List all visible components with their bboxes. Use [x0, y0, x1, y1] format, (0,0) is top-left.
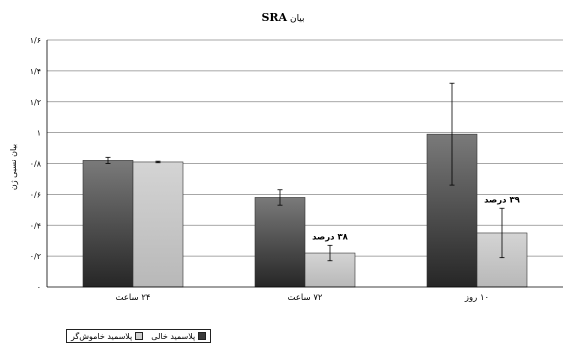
bar	[82, 160, 134, 288]
y-tick-label: ۱	[37, 129, 41, 138]
chart-title-bold: SRA	[261, 11, 287, 24]
x-axis-categories: ۲۴ ساعت ۷۲ ساعت ۱۰ روز	[116, 293, 490, 303]
chart-title: بیان SRA	[261, 11, 304, 24]
legend-item-empty-plasmid: پلاسمید خالی	[151, 331, 207, 341]
bar	[254, 197, 306, 288]
y-tick-label: ۰/۸	[30, 160, 42, 169]
x-category-label: ۲۴ ساعت	[116, 293, 151, 303]
legend: پلاسمید خالی پلاسمید خاموش‌گر	[66, 329, 212, 343]
y-tick-label: ۱/۲	[30, 98, 41, 107]
y-tick-label: ۱/۴	[30, 67, 41, 76]
chart-title-text: بیان	[287, 14, 304, 24]
legend-item-silencer-plasmid: پلاسمید خاموش‌گر	[71, 331, 144, 341]
y-tick-label: ۰/۲	[30, 252, 41, 261]
y-tick-label: ۰	[37, 283, 41, 292]
y-axis-ticks: ۰ ۰/۲ ۰/۴ ۰/۶ ۰/۸ ۱ ۱/۲ ۱/۴ ۱/۶	[30, 36, 42, 292]
y-axis-label: بیان نسبی ژن	[9, 144, 18, 190]
y-tick-label: ۱/۶	[30, 36, 41, 45]
x-category-label: ۷۲ ساعت	[288, 293, 323, 303]
bar-annotation: ۳۹ درصد	[484, 195, 521, 205]
legend-label-empty-plasmid: پلاسمید خالی	[151, 331, 196, 341]
bar-annotation: ۳۸ درصد	[312, 232, 349, 242]
bars: ۳۸ درصد ۳۹ درصد	[82, 82, 528, 288]
legend-swatch-light	[135, 332, 144, 340]
x-category-label: ۱۰ روز	[464, 293, 489, 303]
y-tick-label: ۰/۴	[30, 221, 41, 230]
legend-label-silencer-plasmid: پلاسمید خاموش‌گر	[71, 331, 133, 341]
y-tick-label: ۰/۶	[30, 190, 41, 199]
legend-swatch-dark	[198, 332, 207, 340]
bar	[132, 161, 184, 288]
